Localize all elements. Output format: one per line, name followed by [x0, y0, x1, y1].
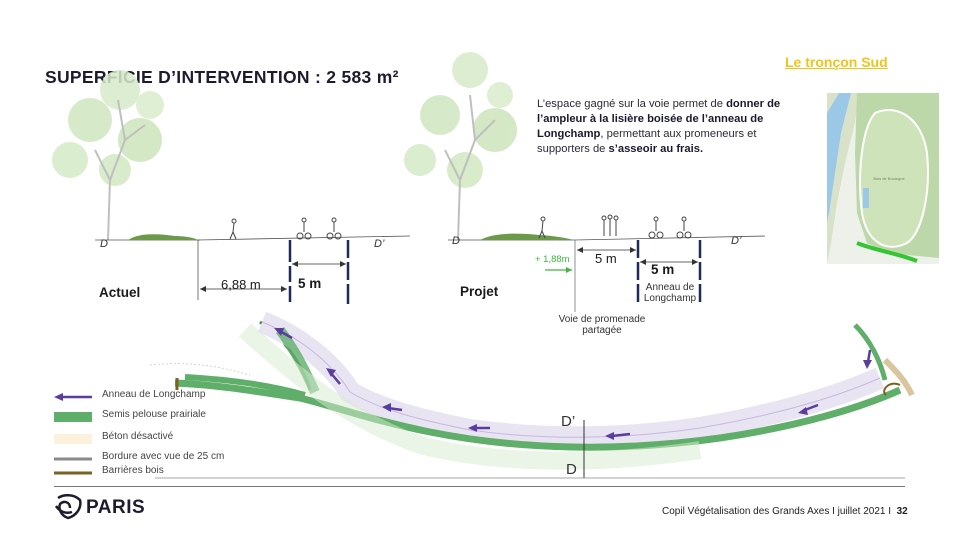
plan-view — [149, 311, 915, 478]
plan-marker-d-prime: D’ — [561, 413, 576, 430]
dimension-projet-b: 5 m — [651, 262, 675, 277]
description-bold-1: donner de l’ampleur à la lisière boisée … — [537, 98, 781, 140]
section-projet-label: Projet — [460, 284, 499, 299]
footer-caption: Copil Végétalisation des Grands Axes I j… — [662, 506, 908, 517]
concrete-swatch-icon — [54, 434, 92, 444]
cyclist-icon — [326, 217, 342, 240]
cyclist-icon — [676, 216, 692, 239]
section-projet — [448, 214, 766, 312]
pedestrian-group-icon — [601, 214, 619, 236]
paris-logo-text: PARIS — [86, 497, 146, 518]
anneau-label: Anneau de Longchamp — [643, 282, 697, 304]
wood-barrier-icon — [54, 471, 92, 475]
minimap-label: Bois de Boulogne — [873, 176, 905, 181]
footer-divider — [54, 486, 905, 487]
section-marker-d: D — [452, 235, 460, 247]
page-number: 32 — [896, 506, 908, 517]
section-link[interactable]: Le tronçon Sud — [785, 54, 888, 70]
paris-logo-icon — [54, 494, 82, 520]
arrow-icon — [54, 393, 92, 401]
section-marker-d-prime: D’ — [374, 238, 385, 250]
section-marker-d-prime: D’ — [731, 235, 742, 247]
plan-marker-d: D — [566, 461, 577, 478]
description: L’espace gagné sur la voie permet de don… — [537, 97, 809, 157]
tree-icon — [404, 52, 517, 241]
location-map: Bois de Boulogne — [827, 93, 939, 264]
pedestrian-icon — [229, 218, 237, 240]
grass-swatch-icon — [54, 412, 92, 422]
arrow-icon — [274, 328, 872, 440]
dimension-actuel-a: 6,88 m — [221, 277, 261, 292]
description-text-1: L’espace gagné sur la voie permet de — [537, 98, 727, 110]
cyclist-icon — [648, 216, 664, 239]
description-text-2: , permettant aux promeneurs et supporter… — [537, 128, 757, 155]
dimension-projet-a: 5 m — [595, 251, 617, 266]
voie-label: Voie de promenade partagée — [558, 314, 646, 336]
cyclist-icon — [296, 217, 312, 240]
section-actuel — [95, 217, 411, 304]
section-actuel-label: Actuel — [99, 285, 141, 300]
gain-label: + 1,88m — [535, 254, 570, 265]
border-line-icon — [54, 457, 92, 461]
pedestrian-icon — [538, 216, 546, 239]
tree-icon — [52, 70, 164, 241]
description-bold-2: s’asseoir au frais. — [608, 143, 704, 155]
section-marker-d: D — [100, 238, 108, 250]
dimension-actuel-b: 5 m — [298, 276, 322, 291]
